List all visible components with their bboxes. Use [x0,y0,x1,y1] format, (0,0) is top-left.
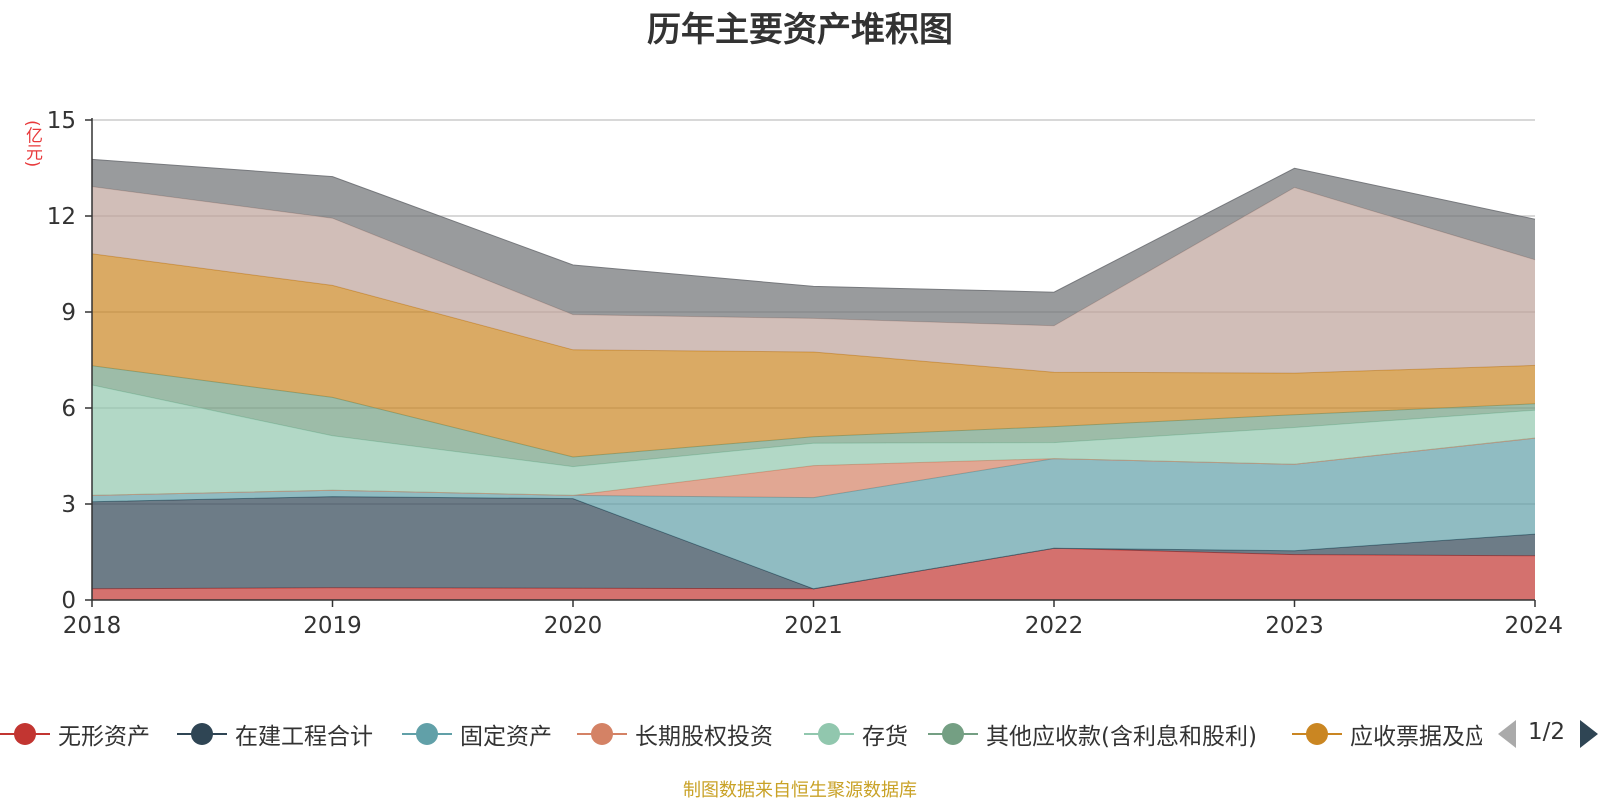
legend-item-3[interactable]: 长期股权投资 [577,716,773,752]
legend-item-2[interactable]: 固定资产 [402,716,552,752]
y-tick-label: 9 [61,300,76,326]
y-tick-label: 15 [47,108,76,134]
axes [85,118,1536,607]
stacked-area-chart: 0 3 6 9 12 15 2018 2019 2020 2021 2022 2023 2024 [47,108,1563,639]
y-tick-label: 6 [61,396,76,422]
y-tick-label: 0 [61,588,76,614]
legend-label: 应收票据及应收账款 [1350,724,1482,750]
legend-label: 固定资产 [460,724,552,750]
y-axis-unit-label: (亿元) [22,120,42,168]
tick-labels: 0 3 6 9 12 15 2018 2019 2020 2021 2022 2023 2024 [47,108,1563,639]
legend-label: 存货 [862,724,908,750]
area-series-layer [91,158,1536,600]
legend-item-0[interactable]: 无形资产 [0,716,150,752]
source-note: 制图数据来自恒生聚源数据库 [683,780,917,801]
legend-swatch-icon [804,716,854,752]
x-tick-label: 2019 [303,613,362,639]
legend-swatch-icon [928,716,978,752]
legend-swatch-icon [0,716,50,752]
area-series-5 [92,365,1535,467]
area-series-2 [92,438,1535,589]
legend-item-5[interactable]: 其他应收款(含利息和股利) [928,716,1257,752]
area-series-7 [92,186,1535,374]
x-tick-label: 2022 [1025,613,1084,639]
area-series-8 [92,159,1535,326]
legend-label: 无形资产 [58,724,150,750]
legend-swatch-icon [577,716,627,752]
y-tick-label: 12 [47,204,76,230]
x-tick-label: 2018 [63,613,122,639]
area-series-1 [92,496,1535,589]
area-series-4 [92,385,1535,496]
x-tick-label: 2023 [1265,613,1324,639]
legend-next-page-icon[interactable] [1580,720,1598,748]
x-tick-label: 2024 [1504,613,1563,639]
legend-label: 其他应收款(含利息和股利) [986,724,1257,750]
legend-label: 长期股权投资 [635,724,773,750]
y-tick-label: 3 [61,492,76,518]
legend-item-4[interactable]: 存货 [804,716,908,752]
legend-swatch-icon [402,716,452,752]
legend: 无形资产 在建工程合计 固定资产 长期股权投资 存货 其他应收款(含利息和股利) 应收票据及… [0,716,1600,752]
chart-title: 历年主要资产堆积图 [647,10,953,50]
legend-page-indicator: 1/2 [1528,719,1566,745]
x-tick-label: 2021 [784,613,843,639]
legend-swatch-icon [177,716,227,752]
legend-item-1[interactable]: 在建工程合计 [177,716,373,752]
x-tick-label: 2020 [544,613,603,639]
legend-label: 在建工程合计 [235,724,373,750]
area-series-edge-8 [91,158,1536,293]
area-series-6 [92,253,1535,457]
legend-item-6[interactable]: 应收票据及应收账款 [1292,716,1482,752]
area-series-0 [92,548,1535,600]
area-series-3 [92,438,1535,498]
legend-swatch-icon [1292,716,1342,752]
legend-prev-page-icon[interactable] [1498,720,1516,748]
